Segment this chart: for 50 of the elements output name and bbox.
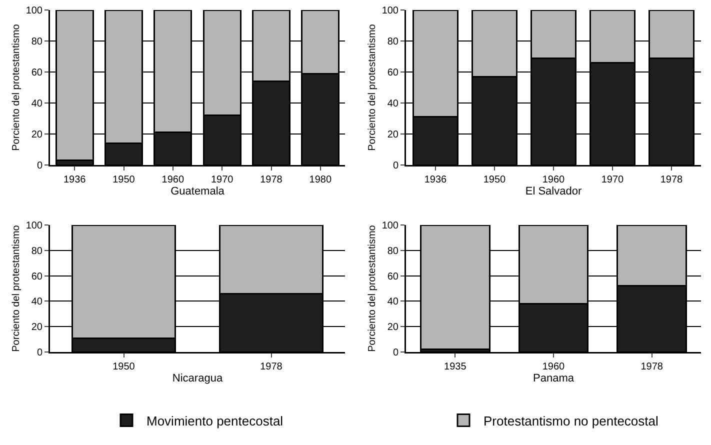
y-tick-label: 0 [392,160,399,172]
y-tick-label: 100 [382,6,399,16]
x-tick-label: 1950 [112,174,136,186]
y-tick-label: 20 [31,322,43,334]
x-tick-label: 1970 [601,174,624,186]
y-tick-label: 100 [26,220,43,232]
y-axis-title: Porciento del protestantismo [11,24,22,151]
x-tick-label: 1980 [309,174,332,186]
x-tick-label: 1978 [660,174,684,186]
x-tick-label: 1960 [162,174,184,186]
x-axis-title: El Salvador [525,186,582,198]
x-tick-label: 1978 [640,362,664,372]
legend-label: Movimiento pentecostal [146,413,284,428]
y-tick-label: 80 [387,36,399,48]
y-axis-title: Porciento del protestantismo [11,224,22,352]
y-tick-label: 0 [36,160,43,172]
x-tick-label: 1936 [424,174,448,186]
y-tick-label: 80 [387,246,399,257]
x-axis-title: Nicaragua [172,372,224,384]
y-tick-label: 60 [31,68,43,78]
y-tick-label: 0 [392,348,399,358]
y-tick-label: 60 [387,271,399,282]
x-tick-label: 1950 [112,362,136,372]
y-tick-label: 100 [382,220,399,232]
y-tick-label: 80 [31,246,43,257]
x-tick-label: 1935 [444,362,467,372]
y-tick-label: 80 [31,36,43,48]
y-tick-label: 20 [387,130,399,140]
y-axis-title: Porciento del protestantismo [367,224,378,352]
x-axis-title: Panama [533,372,575,384]
x-tick-label: 1960 [542,362,566,372]
y-tick-label: 40 [387,296,399,308]
y-axis-title: Porciento del protestantismo [367,24,378,151]
x-tick-label: 1950 [483,174,506,186]
x-axis-title: Guatemala [170,186,226,198]
y-tick-label: 100 [26,6,43,16]
y-tick-label: 60 [31,271,43,282]
y-tick-label: 40 [31,296,43,308]
y-tick-label: 20 [387,322,399,334]
legend-label: Protestantismo no pentecostal [484,413,658,428]
x-tick-label: 1936 [63,174,86,186]
y-tick-label: 60 [387,68,399,78]
x-tick-label: 1978 [260,362,283,372]
y-tick-label: 20 [31,130,43,140]
y-tick-label: 40 [387,98,399,110]
y-tick-label: 0 [36,348,43,358]
x-tick-label: 1978 [260,174,283,186]
x-tick-label: 1960 [542,174,566,186]
y-tick-label: 40 [31,98,43,110]
x-tick-label: 1970 [210,174,234,186]
